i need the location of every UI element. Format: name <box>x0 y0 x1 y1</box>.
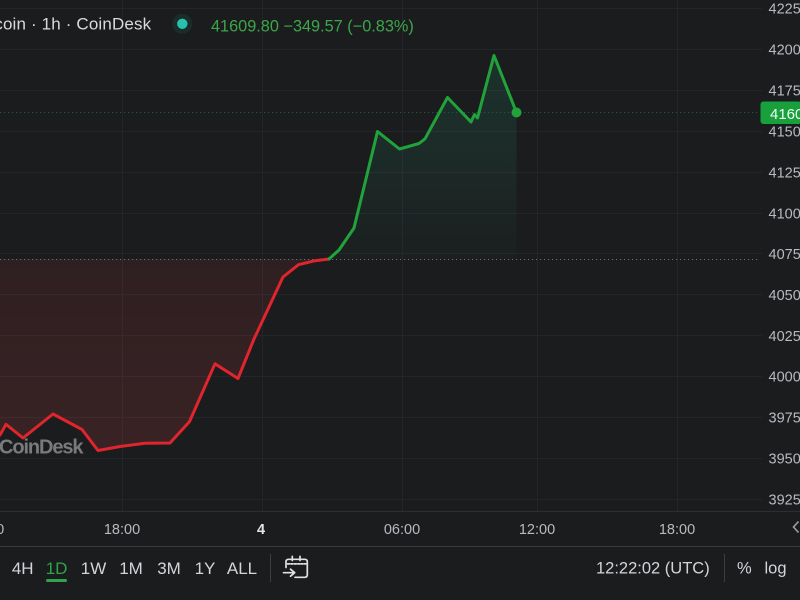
svg-text:40250: 40250 <box>769 329 800 345</box>
svg-text:40000: 40000 <box>769 369 800 385</box>
svg-text:41609.80: 41609.80 <box>770 106 800 123</box>
svg-text:39500: 39500 <box>769 451 800 467</box>
svg-text:42000: 42000 <box>769 42 800 58</box>
svg-text:1D: 1D <box>46 559 68 578</box>
svg-text:CoinDesk: CoinDesk <box>0 437 84 459</box>
svg-text:41250: 41250 <box>769 165 800 181</box>
svg-text:1M: 1M <box>119 559 143 578</box>
svg-text:39250: 39250 <box>769 492 800 508</box>
svg-text:12:22:02 (UTC): 12:22:02 (UTC) <box>596 560 710 578</box>
svg-text:42250: 42250 <box>769 1 800 17</box>
svg-text:1W: 1W <box>81 559 107 578</box>
svg-text:41500: 41500 <box>769 124 800 140</box>
svg-text:18:00: 18:00 <box>104 522 140 538</box>
svg-text:12:00: 12:00 <box>519 522 555 538</box>
svg-text:4H: 4H <box>12 559 34 578</box>
svg-text:41000: 41000 <box>769 206 800 222</box>
svg-text:1Y: 1Y <box>195 559 216 578</box>
svg-text:ALL: ALL <box>227 559 257 578</box>
svg-text:06:00: 06:00 <box>384 522 420 538</box>
svg-text:Bitcoin · 1h · CoinDesk: Bitcoin · 1h · CoinDesk <box>0 15 152 34</box>
svg-text:12:00: 12:00 <box>0 522 4 538</box>
svg-text:41750: 41750 <box>769 83 800 99</box>
svg-text:40500: 40500 <box>769 288 800 304</box>
svg-text:39750: 39750 <box>769 410 800 426</box>
svg-text:40750: 40750 <box>769 247 800 263</box>
svg-text:18:00: 18:00 <box>659 522 695 538</box>
svg-text:%: % <box>737 560 752 578</box>
svg-text:log: log <box>765 560 787 578</box>
svg-text:3M: 3M <box>157 559 181 578</box>
svg-text:4: 4 <box>257 522 265 538</box>
svg-text:41609.80 −349.57 (−0.83%): 41609.80 −349.57 (−0.83%) <box>211 18 414 36</box>
